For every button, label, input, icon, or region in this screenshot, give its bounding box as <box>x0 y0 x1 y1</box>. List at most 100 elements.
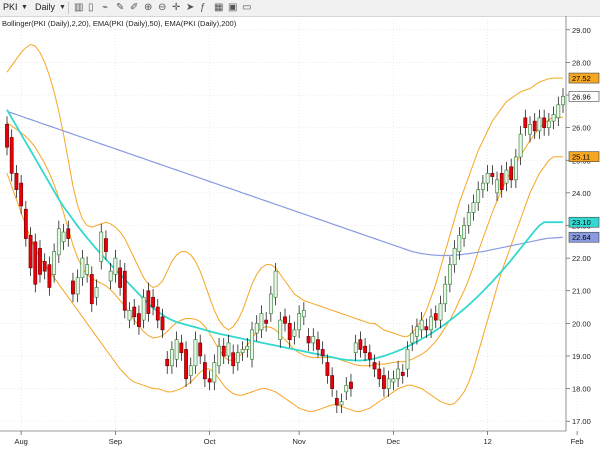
candle-body <box>118 267 122 288</box>
candle-body <box>85 264 90 275</box>
window-icon[interactable]: ▭ <box>242 2 252 13</box>
candle-body <box>56 228 61 256</box>
crosshair-icon[interactable]: ✛ <box>172 2 181 13</box>
price-tag-box <box>568 231 600 243</box>
candle <box>132 298 137 325</box>
candle <box>160 308 165 339</box>
candle-body <box>28 234 33 269</box>
candle <box>367 344 372 368</box>
interval-selector[interactable]: Daily <box>35 2 56 12</box>
candle-body <box>546 120 551 128</box>
eyedropper-icon[interactable]: ✐ <box>130 2 139 13</box>
candle <box>396 360 400 387</box>
table-icon[interactable]: ▦ <box>214 2 224 13</box>
candle <box>551 106 556 130</box>
candle-body <box>367 352 372 360</box>
candle <box>448 256 452 293</box>
candle <box>212 354 217 391</box>
arrow-icon[interactable]: ➤ <box>186 2 195 13</box>
candle-body <box>174 339 179 360</box>
candle <box>358 331 363 358</box>
candle-body <box>99 231 104 262</box>
candlestick-icon[interactable]: ▯ <box>88 2 94 13</box>
candle-body <box>61 231 66 243</box>
candle <box>207 370 212 391</box>
x-tick-label: Nov <box>292 437 306 446</box>
candle <box>184 341 188 387</box>
candle <box>52 243 57 283</box>
candle-body <box>278 319 283 340</box>
candle-body <box>273 270 278 298</box>
candle-body <box>490 173 495 177</box>
candle <box>301 302 306 325</box>
candle <box>137 305 141 335</box>
candle <box>254 315 259 342</box>
candle-body <box>419 319 424 331</box>
candle <box>89 266 94 312</box>
interval-dropdown-icon[interactable]: ▼ <box>59 4 66 11</box>
pencil-icon[interactable]: ✎ <box>116 2 125 13</box>
price-tag-ema50: 23.10 <box>568 216 600 228</box>
candle <box>33 233 38 293</box>
candle <box>415 318 419 345</box>
candle-body <box>221 345 226 357</box>
price-tag-box <box>568 72 600 84</box>
candle-body <box>231 352 236 367</box>
y-tick-label: 26.00 <box>572 124 591 133</box>
candle <box>118 259 122 296</box>
candle-body <box>396 368 400 380</box>
candle <box>452 240 457 273</box>
candle <box>264 311 269 332</box>
ema200-line-group <box>6 110 564 257</box>
candle-body <box>433 313 438 321</box>
zoom-out-icon[interactable]: ⊖ <box>158 2 167 13</box>
candle-body <box>226 342 231 357</box>
candle <box>528 116 532 143</box>
candle <box>9 129 14 182</box>
candle <box>245 338 250 358</box>
candle-body <box>19 182 24 207</box>
candle <box>382 367 386 397</box>
candle <box>226 334 231 365</box>
candle <box>513 148 518 188</box>
candle-body <box>301 310 306 318</box>
candle-body <box>476 189 481 203</box>
candle-body <box>353 342 358 354</box>
bar-chart-icon[interactable]: ▥ <box>74 2 84 13</box>
candle <box>28 227 33 277</box>
candle <box>471 194 476 221</box>
save-icon[interactable]: ▣ <box>228 2 238 13</box>
candle-body <box>391 378 396 383</box>
candle-body <box>400 371 405 376</box>
candle-body <box>268 293 273 314</box>
candle-body <box>254 323 259 334</box>
candle-body <box>5 124 9 148</box>
candle-body <box>561 96 565 106</box>
symbol-dropdown-icon[interactable]: ▼ <box>21 4 28 11</box>
candle-body <box>386 378 391 389</box>
candle <box>240 341 245 361</box>
candle-body <box>410 332 415 344</box>
symbol-selector[interactable]: PKI <box>3 2 18 12</box>
price-tag-label: 23.10 <box>572 218 591 227</box>
candle-body <box>499 173 504 190</box>
candle <box>377 360 382 387</box>
price-tag-last: 26.96 <box>568 91 600 102</box>
zoom-in-icon[interactable]: ⊕ <box>144 2 153 13</box>
candle <box>80 249 85 286</box>
candle-body <box>141 296 146 321</box>
candle <box>546 112 551 136</box>
candle-body <box>151 296 155 308</box>
indicator-icon[interactable]: ƒ <box>200 2 206 13</box>
candle-body <box>311 336 316 344</box>
candle <box>122 263 127 319</box>
candle-body <box>283 316 287 324</box>
candle <box>353 334 358 361</box>
candle-body <box>165 358 170 367</box>
candle <box>273 263 278 306</box>
candle <box>320 341 325 365</box>
candle-body <box>504 169 509 184</box>
price-chart[interactable]: 29.0028.0027.0026.0025.0024.0023.0022.00… <box>0 16 600 450</box>
line-chart-icon[interactable]: ⌁ <box>102 2 109 13</box>
candle <box>400 364 405 384</box>
